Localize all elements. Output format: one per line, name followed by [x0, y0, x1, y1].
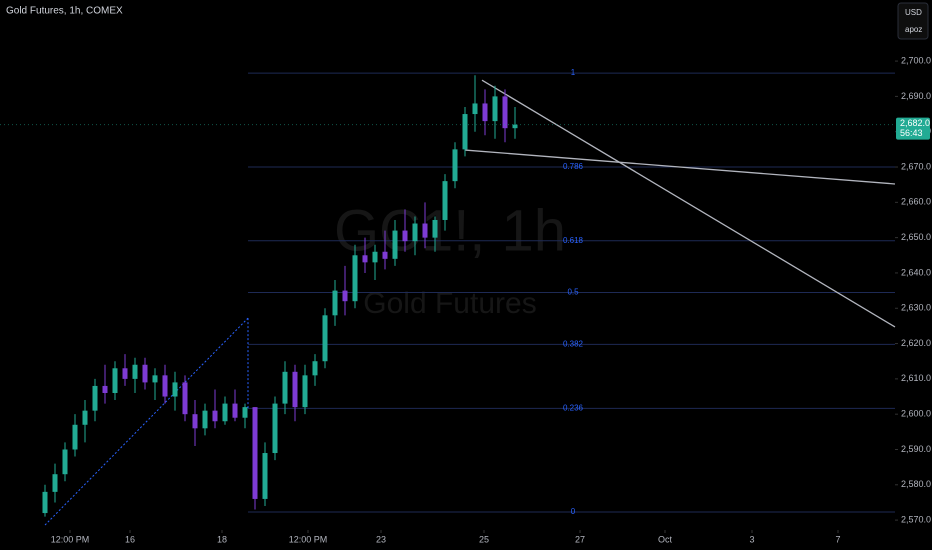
candle-body	[62, 449, 68, 475]
candle-body	[482, 103, 488, 122]
candle-body	[112, 368, 118, 393]
candle-body	[502, 96, 508, 129]
candle-body	[272, 403, 278, 454]
x-tick-label: 23	[376, 534, 386, 544]
watermark: GC1!, 1h	[334, 198, 566, 263]
candle-body	[292, 371, 298, 408]
x-tick-label: 12:00 PM	[289, 534, 328, 544]
chart-title: Gold Futures, 1h, COMEX	[6, 6, 123, 17]
last-price: 2,682.0	[900, 118, 930, 128]
x-tick-label: 27	[575, 534, 585, 544]
fib-label: 0.786	[563, 162, 584, 171]
candle-body	[382, 251, 388, 259]
candle-body	[242, 407, 248, 418]
y-tick-label: 2,580.0	[901, 479, 931, 489]
y-tick-label: 2,590.0	[901, 444, 931, 454]
trend-line	[481, 79, 896, 328]
x-tick-label: 16	[125, 534, 135, 544]
candle-body	[312, 361, 318, 376]
x-tick-label: 12:00 PM	[51, 534, 90, 544]
fib-label: 0.5	[567, 288, 579, 297]
candle-body	[282, 371, 288, 404]
candle-body	[102, 385, 108, 393]
candle-body	[232, 403, 238, 418]
x-tick-label: 3	[749, 534, 754, 544]
candle-body	[322, 315, 328, 362]
candle-body	[512, 124, 518, 129]
candle-body	[432, 219, 438, 238]
y-tick-label: 2,650.0	[901, 232, 931, 242]
candle-body	[162, 375, 168, 397]
y-tick-label: 2,670.0	[901, 161, 931, 171]
candle-body	[132, 364, 138, 379]
candle-body	[182, 382, 188, 415]
candle-body	[422, 223, 428, 238]
candle-body	[412, 223, 418, 242]
watermark-subtitle: Gold Futures	[363, 287, 536, 320]
candle-body	[452, 149, 458, 182]
y-tick-label: 2,660.0	[901, 197, 931, 207]
candle-body	[342, 290, 348, 302]
candle-body	[252, 407, 258, 499]
trend-line	[44, 317, 249, 526]
currency[interactable]: USD	[905, 8, 922, 17]
candle-body	[142, 364, 148, 383]
fib-label: 1	[571, 68, 576, 77]
trend-line	[464, 149, 896, 185]
y-tick-label: 2,620.0	[901, 338, 931, 348]
candle-body	[402, 230, 408, 242]
y-tick-label: 2,610.0	[901, 373, 931, 383]
candle-body	[472, 103, 478, 115]
y-tick-label: 2,690.0	[901, 91, 931, 101]
candle-body	[212, 410, 218, 422]
candle-body	[352, 255, 358, 302]
candle-body	[92, 385, 98, 411]
x-tick-label: 18	[217, 534, 227, 544]
candle-body	[302, 375, 308, 408]
candle-body	[192, 414, 198, 429]
candle-body	[72, 424, 78, 450]
candle-body	[152, 375, 158, 383]
candle-body	[42, 491, 48, 514]
y-tick-label: 2,630.0	[901, 303, 931, 313]
currency-sub[interactable]: apoz	[905, 25, 922, 34]
candle-body	[202, 410, 208, 429]
candle-body	[52, 474, 58, 492]
fib-label: 0.618	[563, 236, 584, 245]
y-tick-label: 2,640.0	[901, 267, 931, 277]
candle-body	[462, 114, 468, 150]
candle-body	[362, 255, 368, 263]
candle-body	[222, 403, 228, 422]
y-tick-label: 2,570.0	[901, 514, 931, 524]
candle-body	[492, 96, 498, 122]
x-tick-label: 7	[835, 534, 840, 544]
last-price-box	[896, 117, 930, 140]
candle-body	[442, 181, 448, 220]
x-tick-label: 25	[479, 534, 489, 544]
candle-body	[262, 453, 268, 499]
candle-body	[392, 230, 398, 259]
candle-body	[82, 410, 88, 425]
candle-body	[372, 251, 378, 263]
x-tick-label: Oct	[658, 534, 673, 544]
candle-body	[172, 382, 178, 397]
y-tick-label: 2,600.0	[901, 409, 931, 419]
fib-label: 0	[571, 507, 576, 516]
y-tick-label: 2,700.0	[901, 55, 931, 65]
countdown: 56:43	[900, 128, 923, 138]
fib-label: 0.236	[563, 404, 584, 413]
candle-body	[332, 290, 338, 316]
candle-body	[122, 368, 128, 379]
currency-box[interactable]	[897, 2, 929, 40]
fib-label: 0.382	[563, 339, 584, 348]
